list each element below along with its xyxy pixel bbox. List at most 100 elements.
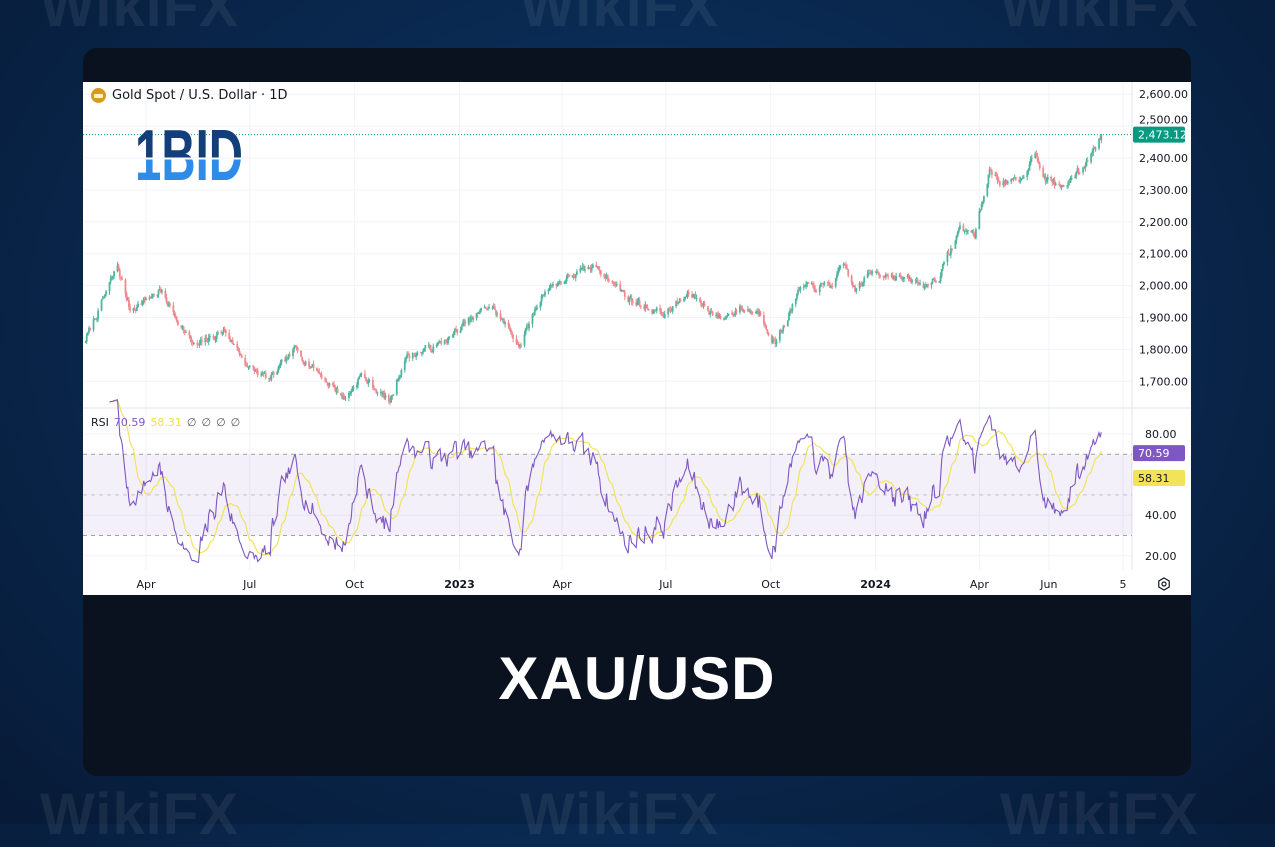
- candle-body: [379, 392, 382, 394]
- candle-body: [902, 278, 904, 280]
- rsi-empty-value: ∅: [216, 416, 226, 429]
- settings-icon[interactable]: [1158, 577, 1170, 591]
- candle-body: [599, 270, 602, 275]
- candle-body: [830, 285, 833, 288]
- candle-body: [932, 278, 935, 280]
- candle-body: [120, 276, 122, 279]
- candle-body: [464, 321, 467, 324]
- candle-body: [446, 341, 448, 344]
- candle-body: [882, 275, 885, 277]
- candle-body: [414, 353, 416, 357]
- candle-body: [861, 283, 863, 286]
- candle-body: [475, 312, 478, 319]
- candle-body: [301, 356, 304, 361]
- candle-body: [943, 262, 945, 265]
- candle-body: [846, 268, 848, 270]
- candle-body: [269, 377, 272, 380]
- candle-body: [835, 274, 838, 279]
- candle-body: [907, 275, 910, 279]
- candle-body: [1053, 179, 1056, 186]
- candle-body: [963, 230, 966, 232]
- candle-body: [125, 293, 128, 300]
- candle-body: [935, 281, 937, 283]
- candle-body: [701, 305, 704, 307]
- candle-body: [557, 282, 560, 284]
- candle-body: [883, 276, 886, 278]
- rsi-empty-value: ∅: [201, 416, 212, 429]
- candle-body: [148, 297, 151, 299]
- rsi-legend[interactable]: RSI 70.59 58.31 ∅ ∅ ∅ ∅: [91, 416, 240, 429]
- candle-body: [643, 306, 646, 309]
- candle-body: [411, 353, 414, 359]
- candle-body: [1093, 147, 1096, 150]
- candle-body: [693, 294, 696, 297]
- candle-body: [636, 301, 639, 305]
- candle-body: [971, 231, 974, 233]
- candle-body: [568, 274, 570, 277]
- candle-body: [549, 284, 552, 289]
- candle-body: [853, 285, 855, 287]
- candle-body: [719, 316, 722, 319]
- candle-body: [524, 328, 527, 335]
- rsi-line: [109, 399, 1102, 564]
- candle-body: [399, 375, 402, 377]
- candle-body: [922, 283, 925, 288]
- candle-body: [342, 395, 345, 399]
- candle-body: [159, 288, 162, 293]
- candle-body: [998, 181, 1001, 186]
- candle-body: [948, 254, 951, 256]
- candle-body: [740, 306, 742, 308]
- candle-body: [324, 378, 326, 380]
- candle-body: [723, 318, 725, 320]
- candle-body: [109, 278, 112, 283]
- rsi-axis-label: 80.00: [1145, 428, 1177, 441]
- candle-body: [277, 368, 280, 373]
- candle-body: [420, 352, 423, 354]
- time-axis-label: Apr: [970, 578, 990, 591]
- candle-body: [931, 278, 934, 283]
- candle-body: [240, 355, 243, 358]
- candle-body: [715, 315, 717, 317]
- candle-body: [335, 388, 338, 392]
- candle-body: [876, 271, 879, 274]
- candle-body: [899, 275, 902, 278]
- price-chart[interactable]: 2,600.00 2,500.00 2,400.00 2,300.00 2,200.00…: [83, 82, 1191, 595]
- candle-body: [382, 392, 385, 395]
- candle-body: [436, 342, 439, 345]
- candle-body: [468, 318, 471, 323]
- candle-body: [309, 366, 312, 368]
- candle-body: [1090, 153, 1092, 162]
- candle-body: [93, 318, 96, 320]
- candle-body: [1003, 181, 1006, 184]
- symbol-title[interactable]: Gold Spot / U.S. Dollar · 1D: [112, 88, 288, 103]
- candle-body: [296, 347, 299, 352]
- candle-body: [220, 332, 223, 334]
- candle-body: [571, 275, 574, 277]
- candle-body: [455, 329, 457, 331]
- candle-body: [328, 383, 331, 386]
- candle-body: [432, 346, 435, 352]
- candle-body: [1100, 134, 1103, 141]
- candle-body: [762, 315, 765, 324]
- candle-body: [631, 301, 634, 303]
- candle-body: [731, 313, 733, 315]
- candle-body: [774, 339, 777, 345]
- candle-body: [135, 307, 138, 311]
- candle-body: [192, 343, 195, 345]
- candle-body: [773, 339, 776, 341]
- candle-body: [196, 343, 199, 345]
- price-axis-label: 1,700.00: [1139, 375, 1188, 388]
- candle-body: [786, 320, 789, 327]
- chart-canvas[interactable]: 2,600.00 2,500.00 2,400.00 2,300.00 2,200.00…: [83, 82, 1191, 595]
- candle-body: [460, 326, 463, 331]
- candle-body: [734, 310, 737, 315]
- candle-body: [519, 345, 521, 347]
- candle-body: [1098, 138, 1100, 149]
- candle-body: [181, 326, 184, 328]
- candle-body: [667, 308, 670, 315]
- candle-body: [439, 341, 442, 343]
- candle-body: [805, 284, 807, 287]
- footer-title: XAU/USD: [498, 645, 776, 712]
- candle-body: [366, 380, 369, 384]
- candle-body: [874, 271, 877, 273]
